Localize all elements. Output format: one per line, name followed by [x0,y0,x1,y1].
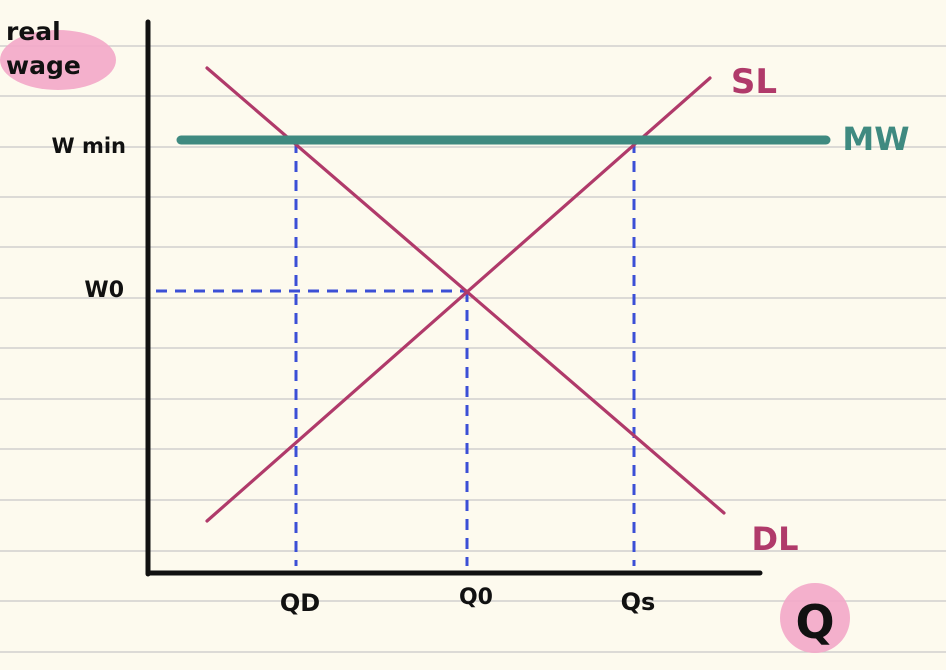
y-axis-label-line1: real [6,17,61,46]
qs-label: Qs [621,588,656,616]
y-label-highlight [0,30,116,90]
wmin-label: W min [51,134,126,158]
min-wage-label: MW [842,120,909,158]
x-label-highlight [780,583,850,653]
q0-label: Q0 [459,585,493,610]
supply-label: SL [731,62,777,102]
y-axis-label: real wage [6,17,81,80]
supply-curve [205,76,712,523]
qd-label: QD [280,589,320,617]
demand-label: DL [752,520,799,558]
w0-label: W0 [84,278,124,303]
y-axis-label-line2: wage [6,51,81,80]
x-axis-label: Q [795,595,834,649]
guide-lines [156,142,636,566]
